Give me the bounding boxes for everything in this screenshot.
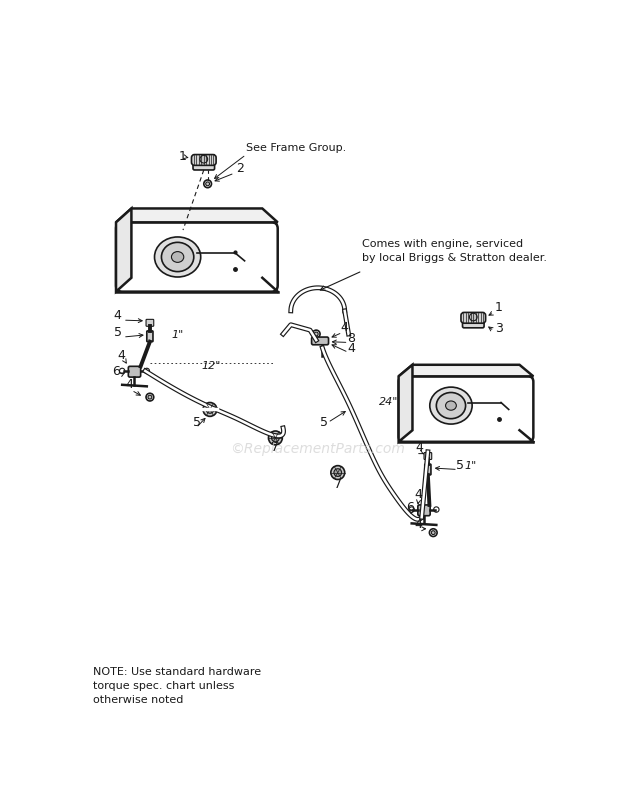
Circle shape xyxy=(206,182,210,186)
Text: Comes with engine, serviced
by local Briggs & Stratton dealer.: Comes with engine, serviced by local Bri… xyxy=(363,239,547,263)
FancyBboxPatch shape xyxy=(399,376,533,441)
Circle shape xyxy=(146,393,154,401)
Circle shape xyxy=(144,368,149,374)
Circle shape xyxy=(120,368,125,374)
Ellipse shape xyxy=(430,387,472,424)
Text: 24": 24" xyxy=(379,397,399,407)
FancyBboxPatch shape xyxy=(424,453,432,460)
Text: 8: 8 xyxy=(347,332,355,345)
Circle shape xyxy=(206,406,214,414)
Circle shape xyxy=(200,156,208,163)
Text: ©ReplacementParts.com: ©ReplacementParts.com xyxy=(230,442,405,457)
Ellipse shape xyxy=(154,237,201,277)
Circle shape xyxy=(204,180,211,187)
Text: NOTE: Use standard hardware
torque spec. chart unless
otherwise noted: NOTE: Use standard hardware torque spec.… xyxy=(93,667,261,704)
FancyBboxPatch shape xyxy=(146,319,154,326)
Text: 6: 6 xyxy=(406,501,414,514)
Text: 4: 4 xyxy=(117,349,125,362)
FancyBboxPatch shape xyxy=(312,337,329,345)
Text: 1: 1 xyxy=(495,301,503,314)
Text: 2: 2 xyxy=(236,162,244,175)
FancyBboxPatch shape xyxy=(461,312,485,323)
Text: 5: 5 xyxy=(320,416,328,430)
Circle shape xyxy=(148,395,152,399)
Circle shape xyxy=(409,507,414,512)
Circle shape xyxy=(331,465,345,480)
FancyBboxPatch shape xyxy=(192,155,216,165)
Text: 4: 4 xyxy=(341,321,348,334)
Polygon shape xyxy=(399,364,412,441)
Text: 4: 4 xyxy=(414,518,422,531)
Polygon shape xyxy=(399,364,533,376)
Text: 4: 4 xyxy=(113,310,122,322)
Polygon shape xyxy=(116,209,131,291)
Circle shape xyxy=(433,507,439,512)
Circle shape xyxy=(430,529,437,537)
FancyBboxPatch shape xyxy=(128,366,141,377)
Ellipse shape xyxy=(161,242,194,272)
FancyBboxPatch shape xyxy=(463,320,484,328)
Text: 3: 3 xyxy=(495,322,503,335)
Text: 1": 1" xyxy=(464,461,476,471)
Text: 4: 4 xyxy=(414,488,422,501)
Text: 4: 4 xyxy=(125,378,133,391)
Text: 7: 7 xyxy=(334,478,342,491)
Polygon shape xyxy=(116,209,278,222)
Text: See Frame Group.: See Frame Group. xyxy=(246,144,347,153)
FancyBboxPatch shape xyxy=(147,331,153,341)
Text: 7: 7 xyxy=(272,441,280,454)
Ellipse shape xyxy=(436,392,466,418)
FancyBboxPatch shape xyxy=(116,222,278,291)
Circle shape xyxy=(203,403,217,416)
Text: 5: 5 xyxy=(456,459,464,472)
Text: 4: 4 xyxy=(347,341,355,355)
FancyBboxPatch shape xyxy=(425,464,431,475)
Circle shape xyxy=(469,313,477,321)
Text: 1": 1" xyxy=(172,330,184,340)
Text: 12": 12" xyxy=(202,360,221,371)
Circle shape xyxy=(334,468,342,476)
Text: 6: 6 xyxy=(112,364,120,378)
Circle shape xyxy=(272,434,279,441)
Text: 5: 5 xyxy=(113,326,122,339)
FancyBboxPatch shape xyxy=(193,162,215,170)
Ellipse shape xyxy=(172,252,184,262)
Circle shape xyxy=(314,332,318,336)
FancyBboxPatch shape xyxy=(418,505,430,515)
Ellipse shape xyxy=(446,401,456,410)
Circle shape xyxy=(432,530,435,534)
Text: 1: 1 xyxy=(179,150,186,164)
Text: 5: 5 xyxy=(193,416,201,430)
Circle shape xyxy=(268,431,282,445)
Text: 4: 4 xyxy=(415,441,423,454)
Circle shape xyxy=(312,330,320,337)
